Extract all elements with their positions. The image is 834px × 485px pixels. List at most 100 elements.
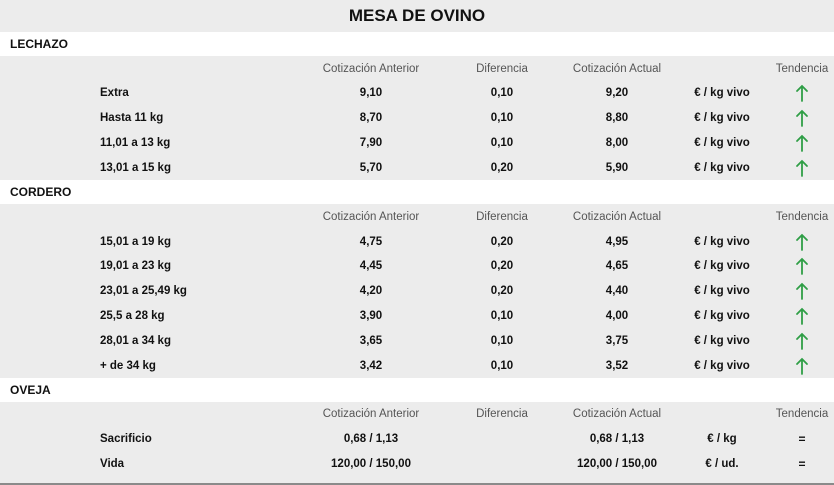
diferencia [462,452,542,477]
up-arrow-icon [796,134,808,152]
diferencia: 0,20 [490,235,514,248]
row-label: Sacrificio [100,433,152,446]
cotizacion-anterior: 7,90 [359,136,383,149]
row-label: 25,5 a 28 kg [100,309,165,322]
diferencia: 0,10 [490,334,514,347]
up-arrow-icon [796,85,808,103]
unidad: € / kg vivo [694,309,750,322]
section-header: CORDERO [0,180,834,205]
column-header-diferencia: Diferencia [476,62,528,75]
unidad: € / kg vivo [694,359,750,372]
cotizacion-anterior: 4,45 [359,260,383,273]
tendencia [770,304,834,329]
cotizacion-anterior: 8,70 [359,112,383,125]
tendencia [770,106,834,131]
table-row: 15,01 a 19 kg 4,75 0,20 4,95 € / kg vivo [0,229,834,254]
diferencia: 0,10 [490,87,514,100]
row-label: 15,01 a 19 kg [100,235,171,248]
column-header-tendencia: Tendencia [775,210,829,223]
table-row: Sacrificio 0,68 / 1,13 0,68 / 1,13 € / kg = [0,427,834,452]
tendencia [770,155,834,180]
section-header: OVEJA [0,377,834,402]
column-header-row: Cotización Anterior Diferencia Cotización … [0,402,834,427]
row-label: Extra [100,87,129,100]
diferencia [462,427,542,452]
cotizacion-anterior: 4,75 [359,235,383,248]
table-row: 19,01 a 23 kg 4,45 0,20 4,65 € / kg vivo [0,254,834,279]
section-body: Cotización Anterior Diferencia Cotización … [0,204,834,378]
tendencia [770,81,834,106]
diferencia: 0,20 [490,260,514,273]
cotizacion-actual: 8,00 [605,136,629,149]
cotizacion-anterior: 3,90 [359,309,383,322]
column-header-diferencia: Diferencia [476,408,528,421]
equal-sign: = [798,457,806,472]
column-header-actual: Cotización Actual [572,210,662,223]
unidad: € / kg vivo [694,260,750,273]
row-label: 11,01 a 13 kg [100,136,171,149]
diferencia: 0,10 [490,309,514,322]
cotizacion-actual: 4,65 [605,260,629,273]
column-header-diferencia: Diferencia [476,210,528,223]
row-label: + de 34 kg [100,359,156,372]
up-arrow-icon [796,258,808,276]
cotizacion-actual: 8,80 [605,112,629,125]
cotizacion-actual: 120,00 / 150,00 [577,458,657,471]
cotizacion-actual: 4,00 [605,309,629,322]
up-arrow-icon [796,109,808,128]
cotizacion-anterior: 0,68 / 1,13 [343,433,399,446]
table-row: Vida 120,00 / 150,00 120,00 / 150,00 € / ud… [0,452,834,477]
cotizacion-actual: 5,90 [605,161,629,174]
diferencia: 0,10 [490,136,514,149]
up-arrow-icon [796,307,808,325]
column-header-row: Cotización Anterior Diferencia Cotización … [0,56,834,81]
tendencia [770,131,834,156]
unidad: € / kg vivo [694,285,750,298]
cotizacion-anterior: 9,10 [359,87,383,100]
column-header-actual: Cotización Actual [572,62,662,75]
row-label: 19,01 a 23 kg [100,260,171,273]
tendencia [770,328,834,353]
price-table: LECHAZO Cotización Anterior Diferencia Coti… [0,32,834,477]
tendencia [770,254,834,279]
up-arrow-icon [796,282,808,301]
column-header-actual: Cotización Actual [572,408,662,421]
diferencia: 0,20 [490,285,514,298]
column-header-tendencia: Tendencia [775,408,829,421]
cotizacion-actual: 4,95 [605,235,629,248]
cotizacion-anterior: 4,20 [359,285,383,298]
tendencia: = [770,427,834,452]
column-header-anterior: Cotización Anterior [322,62,420,75]
row-label: 28,01 a 34 kg [100,334,171,347]
cotizacion-actual: 3,52 [605,359,629,372]
up-arrow-icon [796,233,808,251]
column-header-row: Cotización Anterior Diferencia Cotización … [0,204,834,229]
cotizacion-anterior: 3,65 [359,334,383,347]
column-header-anterior: Cotización Anterior [322,408,420,421]
table-row: Extra 9,10 0,10 9,20 € / kg vivo [0,81,834,106]
diferencia: 0,10 [490,359,514,372]
tendencia: = [770,452,834,477]
row-label: 23,01 a 25,49 kg [100,285,187,298]
table-row: 25,5 a 28 kg 3,90 0,10 4,00 € / kg vivo [0,304,834,329]
up-arrow-icon [796,332,808,350]
table-row: Hasta 11 kg 8,70 0,10 8,80 € / kg vivo [0,106,834,131]
bottom-divider [0,483,834,485]
section-header: LECHAZO [0,32,834,56]
up-arrow-icon [796,357,808,375]
column-header-tendencia: Tendencia [775,62,829,75]
row-label: 13,01 a 15 kg [100,161,171,174]
row-label: Vida [100,458,125,471]
unidad: € / kg vivo [694,235,750,248]
equal-sign: = [798,432,806,447]
unidad: € / kg vivo [694,87,750,100]
tendencia [770,229,834,254]
unidad: € / ud. [705,458,739,471]
cotizacion-actual: 4,40 [605,285,629,298]
diferencia: 0,20 [490,161,514,174]
unidad: € / kg vivo [694,334,750,347]
row-label: Hasta 11 kg [100,112,164,125]
cotizacion-anterior: 5,70 [359,161,383,174]
unidad: € / kg vivo [694,112,750,125]
unidad: € / kg vivo [694,136,750,149]
